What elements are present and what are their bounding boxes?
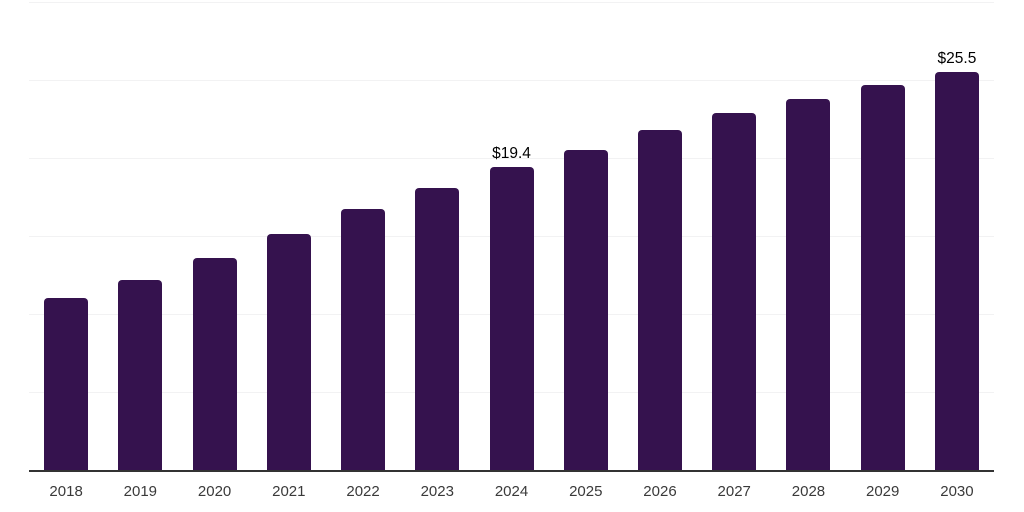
bar-2025	[563, 150, 608, 470]
x-tick-label-2029: 2029	[866, 483, 900, 500]
x-tick-label-2020: 2020	[197, 483, 232, 500]
x-axis-labels: 2018 2019 2020 2021 2022 2023 2024 2025 2026 2027…	[29, 483, 994, 501]
bar-2019	[118, 279, 163, 470]
x-tick-label-2030: 2030	[940, 483, 974, 500]
x-tick-label-2028: 2028	[791, 483, 826, 500]
bar-2021	[266, 234, 311, 470]
bar-slot	[177, 2, 251, 470]
data-label-2024: $19.4	[492, 145, 531, 163]
bar-slot	[29, 2, 103, 470]
x-tick-label-2026: 2026	[643, 483, 677, 500]
bar-2020	[192, 257, 237, 470]
bar-2026	[637, 129, 682, 470]
plot-area: $19.4 $25.5	[29, 2, 994, 472]
bar-slot	[697, 2, 771, 470]
bar-2023	[415, 187, 460, 470]
gridline	[29, 80, 994, 81]
bar-2030	[934, 72, 979, 470]
bar-slot	[103, 2, 177, 470]
x-tick-label-2019: 2019	[123, 483, 158, 500]
x-tick-label-2018: 2018	[49, 483, 83, 500]
bar-2029	[860, 84, 905, 470]
bar-2027	[712, 112, 757, 470]
gridline	[29, 158, 994, 159]
data-label-2030: $25.5	[937, 50, 977, 68]
x-tick-label-2027: 2027	[717, 483, 751, 500]
bar-slot	[326, 2, 400, 470]
bar-slot	[846, 2, 920, 470]
bar-slot	[771, 2, 845, 470]
x-tick-label-2022: 2022	[346, 483, 380, 500]
bar-slot: $25.5	[920, 2, 994, 470]
bar-chart: $19.4 $25.5 2018 2019 2020 2021 2022 2023 2024 2…	[29, 0, 994, 512]
bar-slot	[400, 2, 474, 470]
bar-2028	[786, 98, 831, 470]
bar-2024	[489, 167, 534, 470]
bars-container: $19.4 $25.5	[29, 2, 994, 470]
bar-slot	[252, 2, 326, 470]
bar-slot	[549, 2, 623, 470]
x-tick-label-2024: 2024	[494, 483, 529, 500]
x-tick-label-2025: 2025	[569, 483, 603, 500]
bar-slot	[623, 2, 697, 470]
gridline	[29, 2, 994, 3]
bar-slot: $19.4	[474, 2, 548, 470]
bar-2022	[341, 209, 386, 470]
x-tick-label-2021: 2021	[272, 483, 306, 500]
bar-2018	[44, 298, 89, 470]
x-tick-label-2023: 2023	[420, 483, 454, 500]
